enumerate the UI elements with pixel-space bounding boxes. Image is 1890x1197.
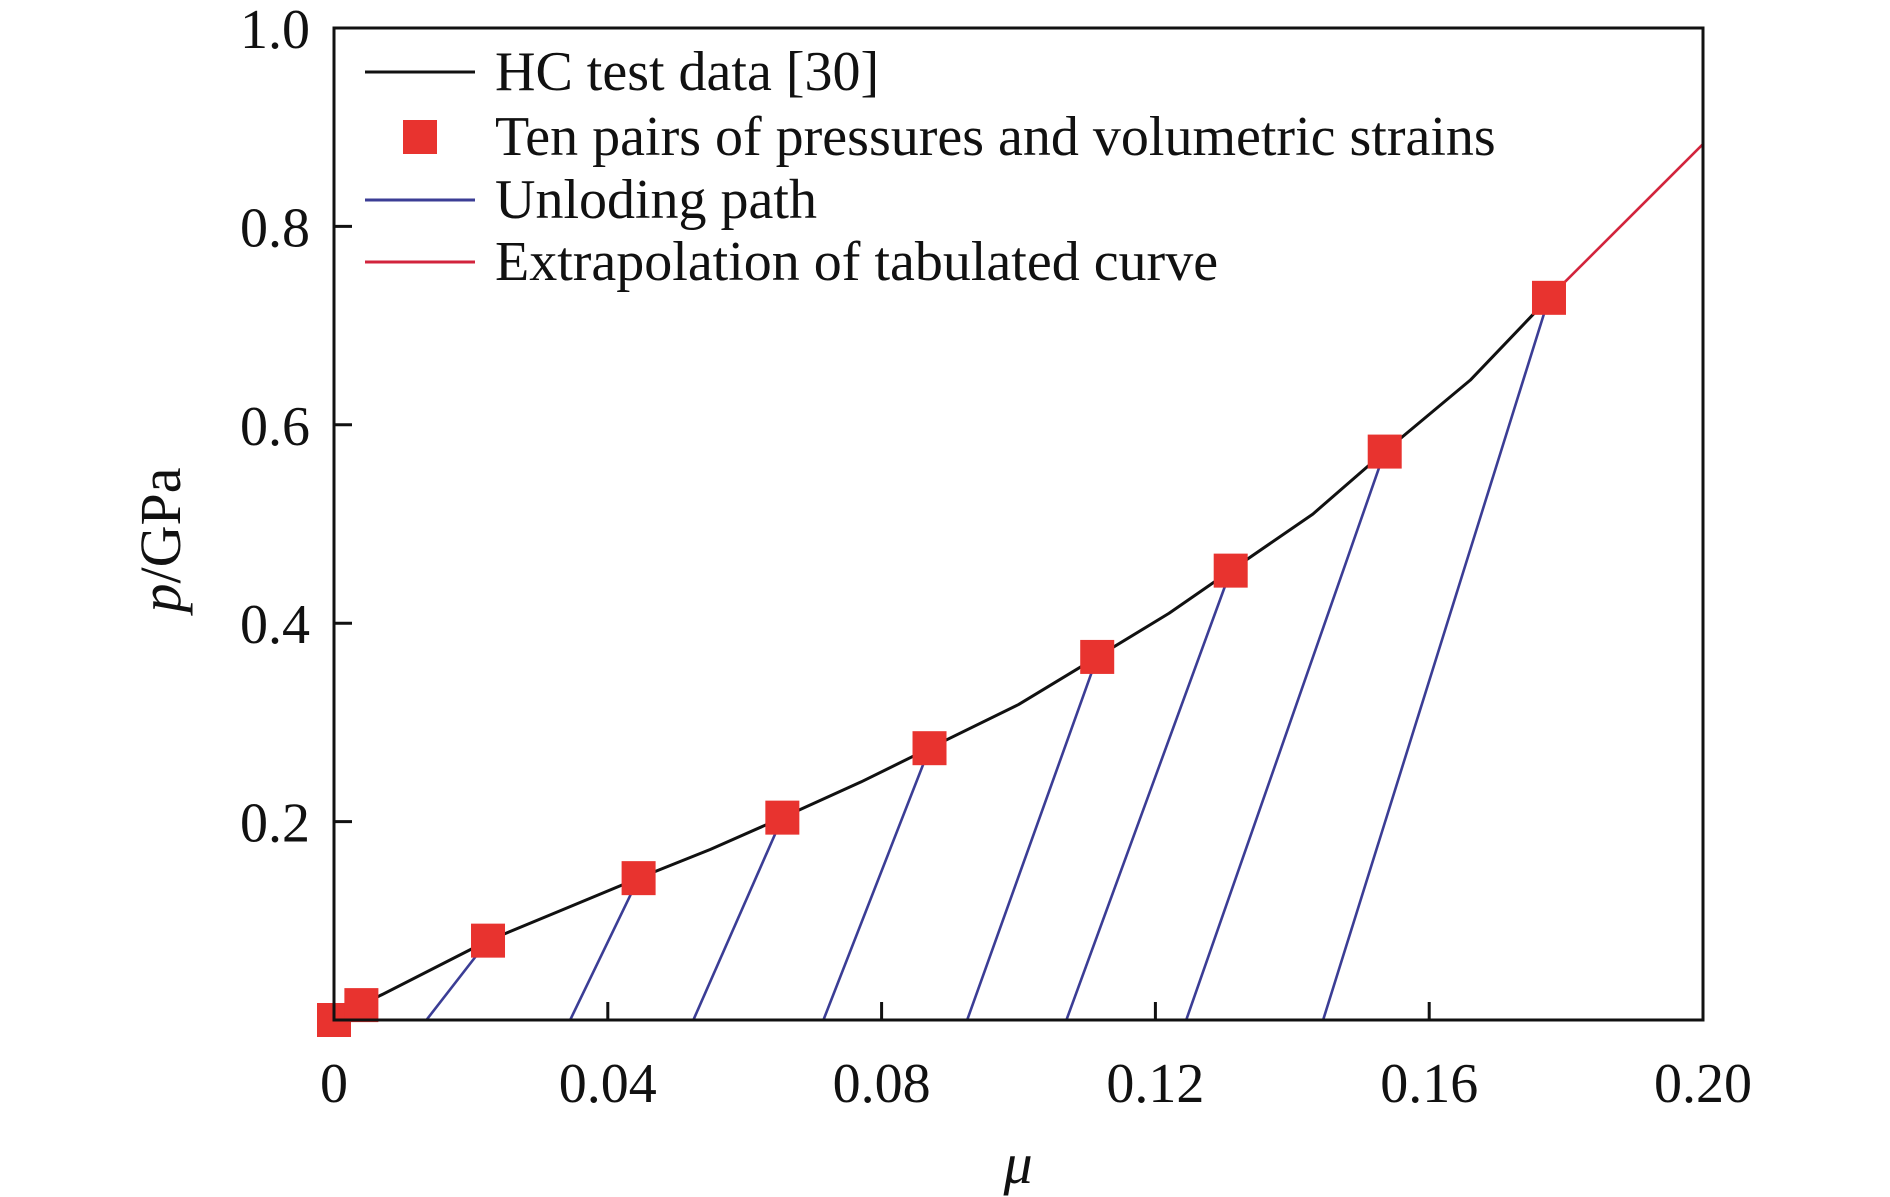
extrapolation-line [1548,143,1703,299]
unloading-path-segment-6 [1065,570,1232,1020]
unloading-path-segment-4 [822,747,931,1020]
y-tick-label: 0.8 [240,197,310,259]
unloading-path-segment-2 [568,877,640,1020]
x-tick-label: 0.12 [1106,1053,1204,1115]
legend-label: Extrapolation of tabulated curve [495,231,1218,293]
data-marker-3 [471,923,506,958]
data-marker-2 [344,988,379,1023]
data-marker-10 [1531,280,1566,315]
unloading-path-segment-3 [692,817,784,1020]
unloading-path-segment-7 [1184,451,1386,1020]
data-marker-8 [1213,553,1248,588]
x-axis-title: μ [1002,1131,1032,1196]
x-tick-label: 0 [320,1053,348,1115]
y-axis-title: p/GPa [128,468,193,617]
legend-marker-swatch [403,120,437,154]
y-tick-label: 0.4 [240,594,310,656]
data-marker-6 [912,731,947,766]
hc-test-data-line [334,296,1551,1020]
x-tick-label: 0.08 [833,1053,931,1115]
y-axis-title-unit: /GPa [128,468,193,584]
plot-frame [332,26,1705,1022]
y-tick-label: 0.2 [240,793,310,855]
x-tick-label: 0.04 [559,1053,657,1115]
y-tick-label: 1.0 [240,0,310,61]
data-marker-7 [1080,639,1115,674]
legend-label: Ten pairs of pressures and volumetric st… [495,106,1496,168]
data-marker-9 [1367,434,1402,469]
axes: 0 0.04 0.08 0.12 0.16 0.20 0.2 0.4 0.6 0.8 1.0 [240,0,1752,1115]
y-tick-label: 0.6 [240,396,310,458]
data-marker-4 [621,861,656,896]
legend-label: HC test data [30] [495,41,879,103]
unloading-path-segment-8 [1321,297,1551,1020]
data-marker-5 [765,800,800,835]
unloading-path-segment-5 [965,656,1099,1020]
y-axis-title-italic: p [128,584,193,617]
legend-label: Unloding path [495,169,817,231]
x-tick-label: 0.20 [1654,1053,1752,1115]
x-tick-label: 0.16 [1380,1053,1478,1115]
legend: HC test data [30]Ten pairs of pressures … [365,41,1496,293]
